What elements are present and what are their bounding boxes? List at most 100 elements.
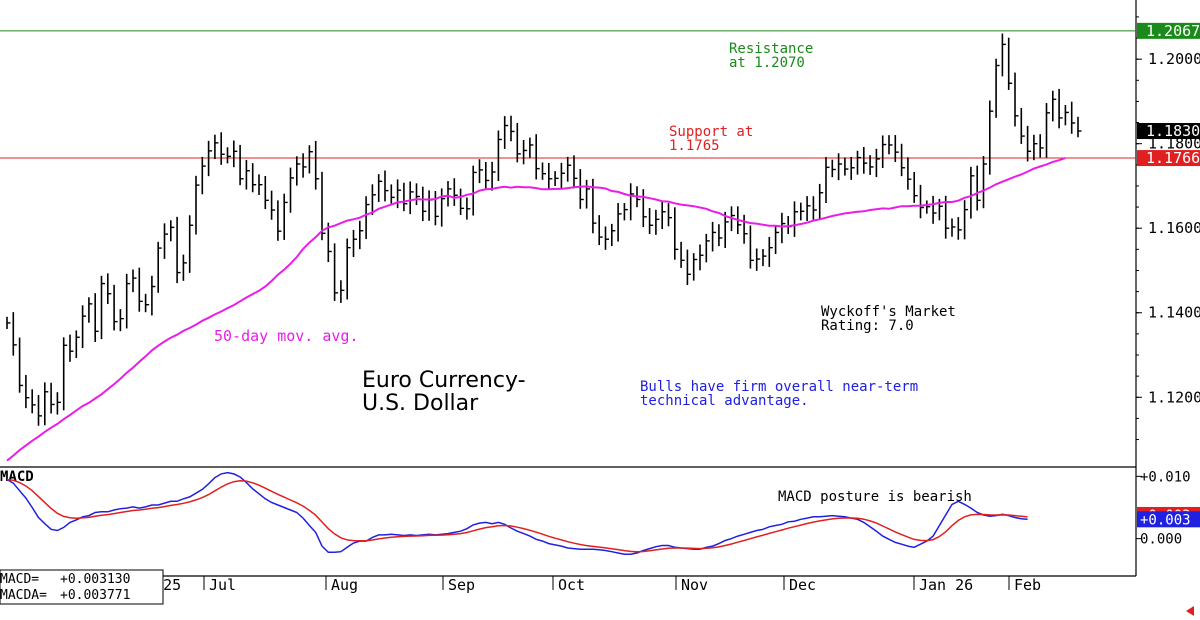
ohlc-bar	[151, 275, 156, 316]
y-tick-label: 1.2000	[1148, 50, 1200, 68]
ohlc-bar	[535, 134, 540, 180]
ohlc-bar	[327, 222, 332, 263]
ohlc-bar	[655, 209, 660, 235]
ohlc-bar	[1070, 101, 1076, 134]
ohlc-bar	[642, 189, 647, 228]
ohlc-bar	[37, 395, 42, 426]
ohlc-bar	[579, 168, 584, 209]
x-month-label: Jan 26	[919, 576, 973, 594]
ohlc-bar	[686, 249, 691, 286]
ohlc-bar	[617, 203, 622, 242]
y-tick-label: 1.1800	[1148, 135, 1200, 153]
ohlc-bar	[94, 293, 99, 343]
ohlc-bar	[138, 267, 143, 312]
ohlc-bar	[610, 223, 616, 247]
ohlc-bar	[648, 207, 654, 235]
ohlc-bar	[358, 220, 364, 250]
ohlc-bar	[629, 183, 635, 221]
macd-series-macd	[6, 471, 1028, 555]
x-month-label: Sep	[448, 576, 475, 594]
ohlc-bar	[529, 137, 534, 158]
ohlc-bar	[377, 174, 383, 202]
ohlc-bar	[831, 159, 836, 178]
ohlc-bar	[100, 275, 105, 340]
ohlc-bar	[1039, 134, 1044, 158]
ohlc-bar	[25, 374, 30, 409]
ohlc-bar	[88, 297, 93, 323]
macd-readout-label: MACD=	[0, 572, 39, 587]
ohlc-bar	[705, 233, 710, 263]
ohlc-bar	[107, 273, 112, 304]
ohlc-bar	[1033, 134, 1038, 161]
ohlc-bar	[176, 216, 181, 284]
ohlc-bar	[62, 337, 68, 411]
ohlc-bar	[201, 156, 206, 195]
y-tick-label: 1.1600	[1148, 219, 1200, 237]
ohlc-bar	[459, 188, 465, 216]
macd-y-tick-label: +0.010	[1140, 469, 1191, 485]
ohlc-bar	[226, 147, 231, 164]
ohlc-bar	[484, 161, 490, 189]
ohlc-bar	[907, 157, 912, 190]
ohlc-bar	[75, 330, 80, 358]
ohlc-bar	[925, 200, 931, 214]
x-month-label: Nov	[681, 576, 708, 594]
y-tick-label: 1.1400	[1148, 304, 1200, 322]
ohlc-bar	[667, 203, 672, 227]
ohlc-bar	[233, 140, 238, 168]
ohlc-bar	[491, 161, 496, 191]
ohlc-bar	[56, 392, 61, 415]
ohlc-bar	[384, 170, 389, 202]
ohlc-bar	[862, 147, 868, 174]
ohlc-bar	[850, 156, 855, 180]
ohlc-bar	[970, 166, 975, 219]
ohlc-bar	[793, 201, 798, 237]
ohlc-bar	[781, 212, 786, 244]
ohlc-bar	[119, 309, 124, 332]
ohlc-bar	[510, 115, 515, 142]
ohlc-bar	[12, 312, 17, 356]
ohlc-bar	[43, 382, 49, 426]
ohlc-bar	[251, 163, 257, 193]
macd-tag-box	[1137, 511, 1200, 528]
ohlc-bar	[812, 196, 817, 220]
resistance-annotation: Resistance at 1.2070	[729, 41, 813, 71]
x-month-label: Aug	[331, 576, 358, 594]
ohlc-bar	[340, 280, 345, 303]
ohlc-bar	[182, 254, 187, 281]
ohlc-bar	[825, 157, 830, 203]
ohlc-bar	[881, 135, 887, 168]
chart-title: Euro Currency-U.S. Dollar	[362, 368, 526, 416]
ohlc-bar	[1064, 105, 1069, 126]
ohlc-bar	[346, 238, 351, 300]
ohlc-bar	[560, 162, 565, 189]
ohlc-bar	[1026, 125, 1032, 162]
macd-title: MACD	[0, 469, 34, 485]
ohlc-bar	[69, 334, 74, 362]
ohlc-bar	[497, 130, 502, 181]
price-tag-label: 1.1766	[1146, 149, 1200, 167]
support-annotation: Support at 1.1765	[669, 124, 753, 154]
price-tag-box	[1137, 150, 1200, 167]
ohlc-bar	[692, 253, 698, 281]
ohlc-bar	[466, 197, 471, 220]
ma50-line	[6, 157, 1066, 462]
ohlc-bar	[661, 202, 666, 230]
price-tag-label: 1.1830	[1146, 122, 1200, 140]
ohlc-bar	[957, 217, 962, 240]
macd-readout-value: +0.003130	[60, 572, 130, 587]
ohlc-bar	[421, 186, 427, 222]
ohlc-bar	[365, 196, 370, 240]
ohlc-bar	[988, 100, 994, 175]
ohlc-bar	[283, 193, 288, 240]
ohlc-bar	[277, 200, 282, 241]
x-month-label: Jul	[209, 576, 236, 594]
ohlc-bar	[1001, 33, 1006, 77]
ohlc-bar	[585, 179, 591, 209]
ohlc-bar	[453, 178, 458, 206]
scroll-left-arrow-icon	[1186, 606, 1194, 616]
ohlc-bar	[207, 140, 213, 177]
ohlc-bar	[295, 156, 301, 186]
macd-series-macda	[6, 478, 1028, 553]
